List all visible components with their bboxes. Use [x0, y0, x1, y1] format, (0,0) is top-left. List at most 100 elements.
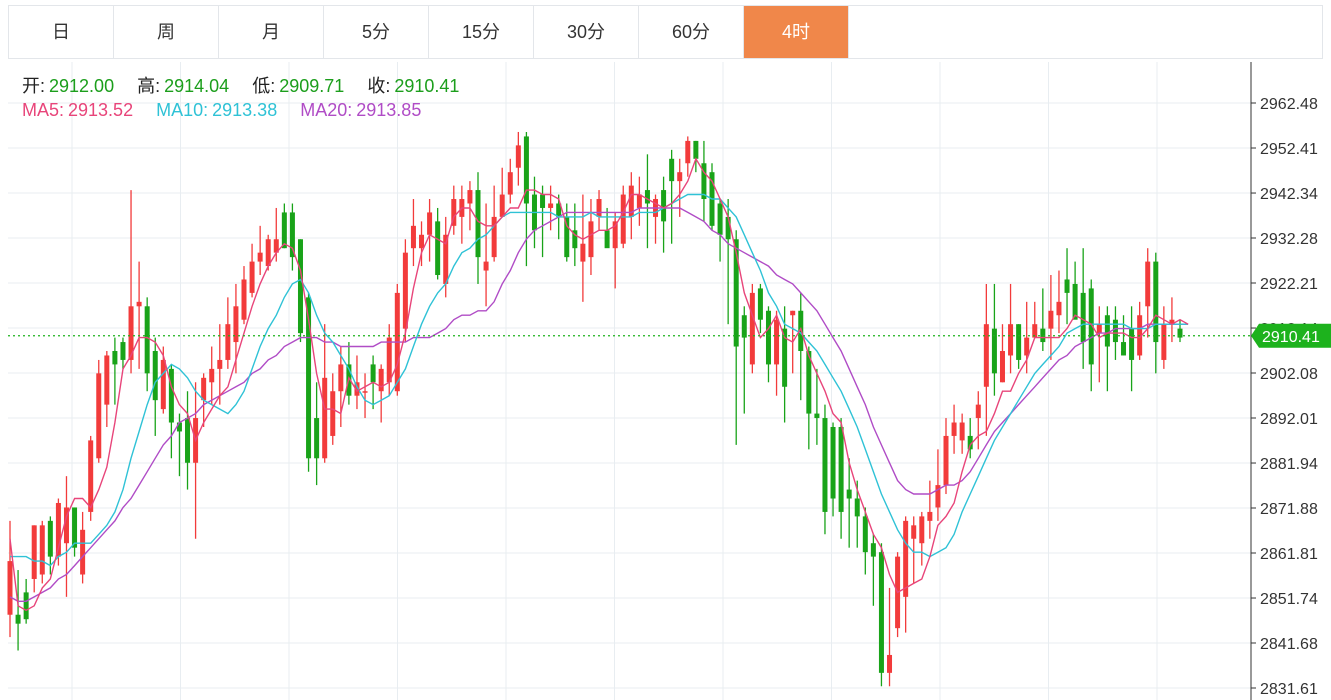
- y-tick-label: 2881.94: [1260, 456, 1318, 473]
- ma5-line: [9, 157, 1189, 612]
- y-tick-label: 2841.68: [1260, 636, 1318, 653]
- close-label: 收:: [367, 76, 391, 96]
- candle-body: [273, 239, 279, 253]
- candle-body: [281, 212, 287, 249]
- candle-body: [128, 306, 134, 360]
- candle-body: [878, 552, 884, 673]
- candle-body: [209, 368, 215, 383]
- candle-body: [685, 140, 691, 164]
- y-tick-label: 2922.21: [1260, 276, 1318, 293]
- candle-body: [241, 279, 247, 320]
- candle-body: [636, 194, 642, 208]
- y-tick-label: 2902.08: [1260, 366, 1318, 383]
- candle-body: [23, 592, 29, 620]
- candle-body: [661, 190, 667, 222]
- candle-body: [572, 230, 578, 249]
- candle-body: [370, 364, 376, 383]
- candle-body: [63, 507, 69, 544]
- ma10-label: MA10:: [156, 100, 209, 120]
- candle-body: [725, 216, 731, 240]
- candle-body: [1145, 261, 1151, 307]
- candle-body: [112, 351, 118, 365]
- current-price-tag: [1251, 323, 1331, 348]
- candle-body: [499, 194, 505, 217]
- candle-body: [1153, 261, 1159, 343]
- candle-body: [774, 319, 780, 365]
- candle-body: [943, 435, 949, 486]
- tab-6[interactable]: 60分: [639, 6, 744, 58]
- candle-body: [88, 440, 94, 512]
- candle-body: [1072, 283, 1078, 320]
- candle-body: [265, 239, 271, 267]
- candle-body: [564, 216, 570, 258]
- candle-body: [790, 310, 796, 316]
- candle-body: [612, 221, 618, 249]
- ma20-label: MA20:: [300, 100, 353, 120]
- candle-body: [249, 261, 255, 293]
- candle-body: [1040, 328, 1046, 343]
- candle-body: [515, 145, 521, 168]
- candle-body: [983, 324, 989, 387]
- candle-body: [556, 203, 562, 217]
- candle-body: [1121, 342, 1127, 356]
- candle-body: [1056, 301, 1062, 316]
- candle-body: [120, 342, 126, 360]
- y-tick-label: 2892.01: [1260, 411, 1318, 428]
- candle-body: [1032, 324, 1038, 338]
- y-tick-label: 2831.61: [1260, 681, 1318, 698]
- candle-body: [935, 485, 941, 508]
- candle-body: [1169, 319, 1175, 325]
- candle-body: [887, 654, 893, 673]
- tab-5[interactable]: 30分: [534, 6, 639, 58]
- candle-body: [1161, 324, 1167, 360]
- candle-body: [523, 136, 529, 204]
- candle-body: [677, 172, 683, 182]
- candle-body: [410, 225, 416, 249]
- candle-body: [378, 368, 384, 392]
- candle-body: [991, 328, 997, 374]
- tab-0[interactable]: 日: [9, 6, 114, 58]
- candle-body: [999, 351, 1005, 383]
- candle-body: [1048, 310, 1054, 329]
- candle-body: [419, 234, 425, 249]
- candle-body: [185, 418, 191, 463]
- candle-body: [435, 221, 441, 276]
- candle-body: [975, 404, 981, 419]
- candle-body: [15, 614, 21, 624]
- open-label: 开:: [22, 76, 46, 96]
- candle-body: [1096, 324, 1102, 334]
- tab-3[interactable]: 5分: [324, 6, 429, 58]
- candle-body: [701, 163, 707, 200]
- candle-body: [55, 502, 61, 557]
- candle-body: [160, 359, 166, 410]
- ma20-value: 2913.85: [356, 100, 422, 120]
- candle-body: [733, 239, 739, 347]
- y-tick-label: 2871.88: [1260, 501, 1318, 518]
- candle-body: [1129, 328, 1135, 360]
- low-value: 2909.71: [279, 76, 345, 96]
- candle-body: [540, 194, 546, 208]
- candle-body: [7, 561, 13, 615]
- candle-body: [749, 292, 755, 365]
- candle-body: [1008, 324, 1014, 356]
- current-price-label: 2910.41: [1262, 329, 1320, 346]
- candle-body: [467, 190, 473, 204]
- candle-body: [354, 382, 360, 396]
- candle-body: [1104, 315, 1110, 347]
- tab-bar-filler: [848, 5, 1323, 59]
- ma10-value: 2913.38: [212, 100, 278, 120]
- candle-body: [846, 489, 852, 499]
- candle-body: [201, 377, 207, 401]
- tab-1[interactable]: 周: [114, 6, 219, 58]
- candle-body: [1064, 279, 1070, 293]
- candle-body: [225, 324, 231, 360]
- candle-body: [306, 297, 312, 459]
- tab-4[interactable]: 15分: [429, 6, 534, 58]
- period-tabs: 日周月 5分 15分 30分 60分 4时: [8, 5, 849, 59]
- candle-body: [959, 422, 965, 441]
- candle-body: [1177, 328, 1183, 338]
- tab-2[interactable]: 月: [219, 6, 324, 58]
- candle-body: [782, 328, 788, 387]
- tab-7[interactable]: 4时: [744, 6, 849, 58]
- candle-body: [104, 355, 110, 405]
